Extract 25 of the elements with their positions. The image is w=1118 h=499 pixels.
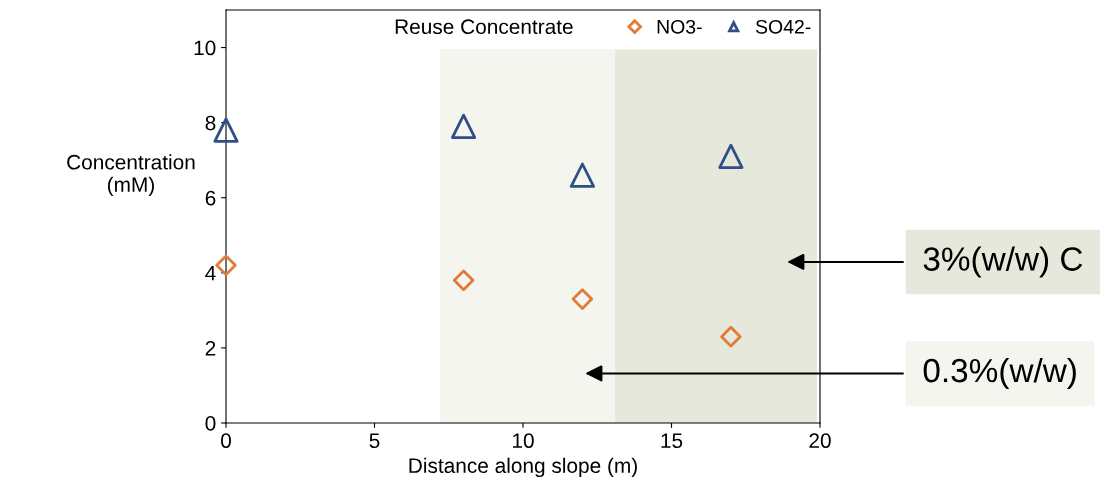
x-axis-title: Distance along slope (m)	[409, 457, 637, 478]
y-tick-label: 0	[205, 416, 216, 431]
point	[720, 325, 742, 348]
legend-label: SO42-	[755, 19, 811, 34]
y-axis-title: Concentration (mM)	[67, 154, 195, 197]
point	[452, 269, 475, 292]
point	[215, 254, 237, 277]
y-tick-label: 2	[205, 340, 216, 356]
y-tick-label: 4	[205, 266, 216, 281]
x-tick-label: 15	[661, 433, 683, 449]
point	[451, 113, 477, 139]
x-tick-label: 10	[513, 433, 534, 449]
point	[718, 143, 744, 170]
y-tick-label: 10	[194, 40, 216, 56]
text: 3%(w/w) C	[923, 246, 1083, 278]
x-tick-label: 20	[809, 433, 831, 449]
x-tick-label: 5	[369, 433, 380, 449]
x-tick-label: 0	[221, 433, 231, 449]
point	[569, 162, 595, 188]
text: 0.3%(w/w)	[923, 357, 1076, 389]
y-tick-label: 6	[205, 190, 216, 206]
y-tick-label: 8	[205, 115, 216, 131]
legend-title: Reuse Concentrate	[395, 19, 573, 35]
legend-label: NO3-	[657, 19, 702, 34]
point	[571, 288, 594, 310]
